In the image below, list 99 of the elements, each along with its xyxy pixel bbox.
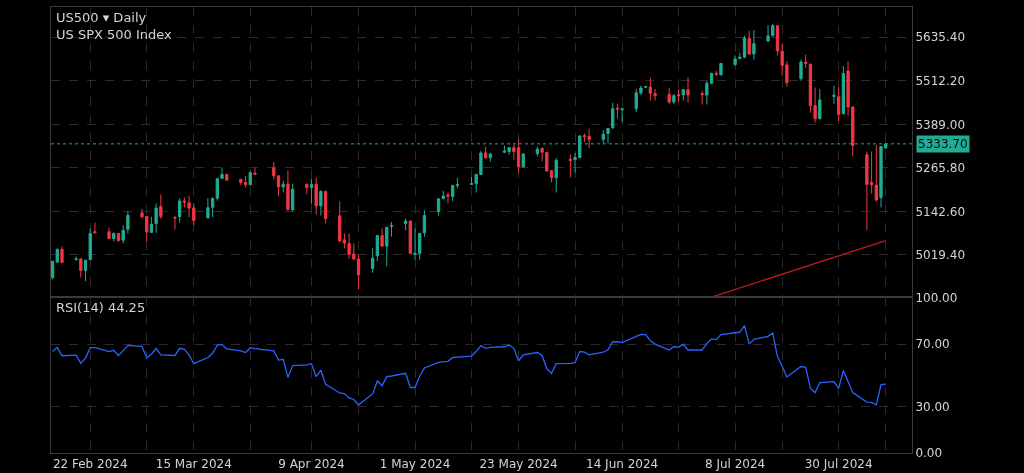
y-tick-label: 5389.00 xyxy=(915,117,966,132)
ref-line-label: 5333.70 xyxy=(918,137,968,151)
candlestick xyxy=(799,59,803,82)
candlestick xyxy=(389,221,394,238)
candlestick xyxy=(611,102,615,130)
candlestick xyxy=(107,226,111,240)
candlestick xyxy=(606,127,610,144)
candlestick xyxy=(60,246,64,264)
candlestick xyxy=(714,70,718,77)
candlestick xyxy=(446,192,450,204)
candlestick xyxy=(159,194,163,220)
line-series xyxy=(51,324,887,406)
candlestick xyxy=(88,228,92,261)
y-tick-label: 5265.80 xyxy=(915,161,966,176)
candlestick xyxy=(742,35,747,59)
candlestick xyxy=(507,146,511,156)
candlestick xyxy=(648,77,653,102)
candlestick xyxy=(483,146,488,160)
candlestick xyxy=(568,154,572,179)
candlestick xyxy=(210,196,215,218)
candlestick xyxy=(620,107,624,123)
candlestick xyxy=(672,93,676,105)
candlestick xyxy=(243,175,248,189)
y-tick-label: 0.00 xyxy=(915,446,943,461)
candlestick xyxy=(290,183,295,212)
candlestick xyxy=(371,247,375,274)
candlestick xyxy=(112,231,116,243)
candlestick xyxy=(832,85,836,105)
candlestick xyxy=(314,177,318,215)
x-tick-label: 30 Jul 2024 xyxy=(804,457,873,472)
candlestick xyxy=(681,88,685,102)
text: US SPX 500 Index xyxy=(56,27,173,42)
candlestick xyxy=(451,184,455,202)
candlestick xyxy=(747,30,751,56)
candlestick xyxy=(309,178,314,205)
x-tick-label: 8 Jul 2024 xyxy=(704,457,766,472)
candlestick xyxy=(521,152,525,169)
y-tick-label: 5142.60 xyxy=(915,204,966,219)
candlestick xyxy=(126,210,130,234)
candlestick xyxy=(375,234,380,262)
candlestick xyxy=(554,157,558,193)
candlestick xyxy=(79,257,83,279)
candlestick xyxy=(841,65,846,115)
candlestick xyxy=(385,226,389,267)
candlestick xyxy=(516,138,521,174)
candlestick xyxy=(686,76,690,104)
candlestick xyxy=(535,146,540,157)
candlestick xyxy=(206,197,210,219)
candlestick xyxy=(804,54,808,69)
candlestick xyxy=(173,216,177,231)
candlestick xyxy=(818,88,822,120)
candlestick xyxy=(865,151,869,231)
candlestick xyxy=(149,216,154,234)
y-tick-label: 5019.40 xyxy=(915,248,966,263)
x-tick-label: 22 Feb 2024 xyxy=(52,457,128,472)
candlestick xyxy=(225,173,229,182)
y-tick-label: 30.00 xyxy=(915,399,950,414)
candlestick xyxy=(286,170,290,212)
candlestick xyxy=(323,190,328,225)
candlestick xyxy=(281,180,285,193)
candlestick xyxy=(248,170,252,186)
candlestick xyxy=(422,210,427,238)
chart-title: US500 ▾ Daily xyxy=(56,10,147,25)
candlestick xyxy=(775,24,780,56)
y-tick-label: 100.00 xyxy=(915,290,958,305)
candlestick xyxy=(667,87,671,105)
x-tick-label: 14 Jun 2024 xyxy=(586,457,659,472)
candlestick xyxy=(253,167,257,176)
candlestick xyxy=(319,189,323,216)
candlestick xyxy=(874,144,878,202)
candlestick xyxy=(587,128,591,149)
candlestick xyxy=(239,178,243,186)
x-tick-label: 23 May 2024 xyxy=(479,457,558,472)
candlestick xyxy=(154,202,158,234)
x-tick-label: 1 May 2024 xyxy=(379,457,451,472)
candlestick xyxy=(83,259,88,282)
candlestick xyxy=(178,197,182,224)
candlestick xyxy=(408,219,412,255)
candlestick xyxy=(93,222,97,234)
candlestick xyxy=(615,103,620,120)
candlestick xyxy=(403,218,408,231)
candlestick xyxy=(455,177,460,189)
y-tick-label: 5512.20 xyxy=(915,73,966,88)
candlestick xyxy=(380,228,384,248)
x-tick-label: 9 Apr 2024 xyxy=(278,457,345,472)
candlestick xyxy=(74,255,78,261)
candlestick xyxy=(752,29,756,61)
candlestick xyxy=(502,145,507,154)
x-tick-label: 15 Mar 2024 xyxy=(155,457,232,472)
candlestick xyxy=(305,182,309,195)
y-tick-label: 70.00 xyxy=(915,337,950,352)
candlestick xyxy=(719,62,723,77)
candlestick xyxy=(837,87,841,122)
candlestick xyxy=(488,152,492,163)
chart-title: RSI(14) 44.25 xyxy=(56,300,146,315)
candlestick xyxy=(676,88,681,103)
candlestick xyxy=(700,90,704,106)
y-tick-label: 5635.40 xyxy=(915,30,966,45)
candlestick xyxy=(121,224,125,244)
